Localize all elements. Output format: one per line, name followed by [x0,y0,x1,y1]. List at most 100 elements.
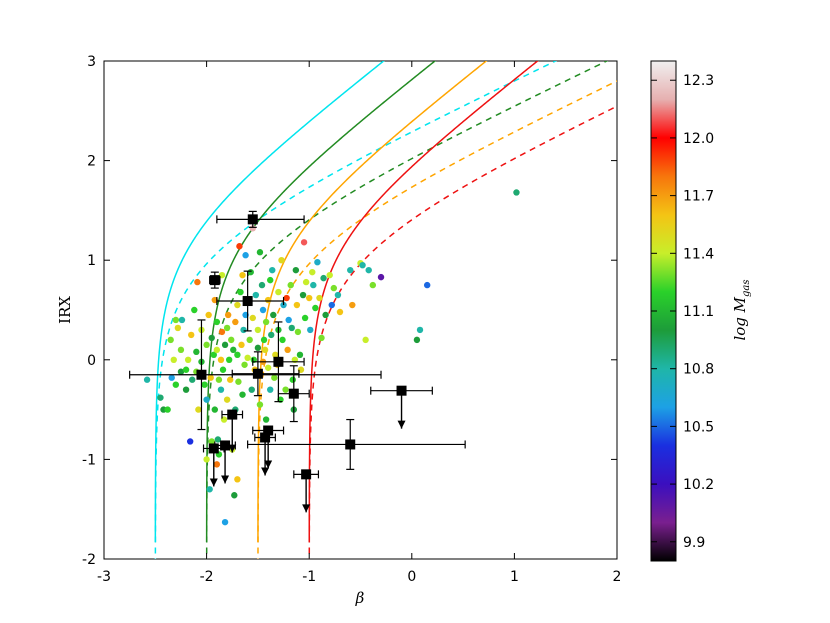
model-curve-dashed [205,61,609,559]
x-tick-label: -2 [200,569,214,585]
upper-limit-arrowhead [302,504,311,513]
scatter-point [241,361,248,368]
model-curve-dashed [308,105,617,559]
scatter-point [302,278,310,286]
errorbar-marker [260,432,271,443]
scatter-point [416,326,424,334]
scatter-point [239,271,246,279]
y-tick-label: 3 [87,54,96,70]
upper-limit-arrowhead [397,420,406,429]
scatter-point [246,336,253,344]
scatter-point [272,351,279,359]
scatter-point [205,311,212,319]
scatter-point [292,266,300,274]
scatter-point [184,356,192,363]
scatter-point [349,301,356,309]
errorbar-marker [247,214,258,225]
colorbar-tick-label: 11.4 [683,246,714,262]
scatter-point [275,288,282,296]
y-tick-label: -2 [82,552,96,568]
scatter-point [258,281,266,289]
errorbar-marker [196,369,207,380]
scatter-point [300,239,308,246]
x-tick-label: -1 [302,569,316,585]
upper-limit-arrowhead [228,444,237,453]
scatter-point [293,301,301,309]
scatter-point [143,376,151,383]
errorbar-marker [273,356,284,367]
x-tick-label: 2 [613,569,622,585]
scatter-point [262,416,270,423]
scatter-point [314,258,321,266]
scatter-point [413,336,421,344]
y-axis-label: IRX [56,296,74,324]
scatter-point [239,391,246,398]
scatter-point [210,351,217,359]
scatter-point [282,386,289,393]
errorbar-marker [396,385,407,396]
scatter-point [208,438,215,445]
scatter-point [326,271,333,279]
scatter-point [223,396,231,403]
upper-limit-arrowhead [264,460,273,469]
scatter-point [322,311,329,319]
colorbar-label-main: log M [731,296,749,340]
scatter-point [215,376,223,383]
scatter-point [208,334,215,342]
scatter-point [236,243,243,250]
scatter-point [191,306,198,314]
scatter-point [513,189,520,196]
scatter-point [320,274,327,282]
errorbar-marker [345,439,356,450]
scatter-point [206,486,213,493]
scatter-points [143,189,520,526]
scatter-point [213,318,221,326]
colorbar-tick-label: 12.3 [683,73,714,89]
scatter-point [247,268,254,276]
scatter-point [223,324,231,332]
scatter-point [285,316,292,324]
scatter-point [193,348,200,356]
scatter-point [267,386,274,393]
model-curve-solid [257,61,488,542]
scatter-point [254,326,262,334]
scatter-point [307,326,314,334]
upper-limit-arrowhead [221,475,230,484]
scatter-point [221,341,229,349]
scatter-point [264,296,272,304]
scatter-point [301,314,309,322]
colorbar-ticks: 9.9 10.2 10.5 10.8 11.1 11.4 11.7 12.0 12.3 [651,73,714,551]
scatter-point [174,324,182,332]
scatter-point [362,336,369,344]
scatter-point [214,436,222,443]
scatter-point [271,374,278,381]
scatter-point [221,518,229,526]
scatter-point [186,438,194,445]
scatter-point [238,341,245,349]
scatter-point [249,225,256,232]
scatter-point [284,346,291,354]
colorbar-tick-label: 11.1 [683,304,714,320]
scatter-point [167,336,174,344]
scatter-point [256,401,264,408]
x-tick-label: 0 [407,569,416,585]
scatter-point [299,291,307,299]
scatter-point [267,276,274,284]
scatter-point [287,281,294,289]
scatter-point [213,461,221,468]
scatter-point [359,261,366,269]
colorbar-tick-label: 10.5 [683,419,714,435]
model-curve-dashed [257,80,617,559]
scatter-point [264,364,272,371]
y-tick-label: 0 [87,353,96,369]
scatter-point [226,376,234,383]
scatter-point [194,278,201,286]
scatter-point [157,394,164,401]
x-tick-label: -3 [97,569,111,585]
scatter-point [262,318,270,326]
scatter-point [318,334,325,342]
scatter-point [242,252,249,259]
scatter-point [235,378,242,385]
scatter-point [224,311,232,319]
x-axis-ticks: -3 -2 -1 0 1 2 [97,61,621,585]
